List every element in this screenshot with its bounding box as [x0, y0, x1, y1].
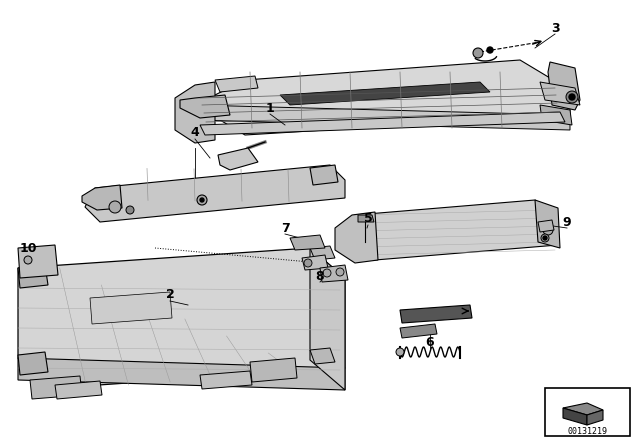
Polygon shape — [180, 95, 230, 118]
Text: 2: 2 — [166, 289, 174, 302]
Polygon shape — [195, 105, 570, 130]
Bar — [545, 388, 630, 436]
Polygon shape — [538, 220, 554, 232]
Circle shape — [323, 269, 331, 277]
Polygon shape — [310, 348, 335, 364]
Polygon shape — [290, 235, 325, 250]
Polygon shape — [352, 200, 558, 260]
Polygon shape — [195, 60, 570, 135]
Polygon shape — [175, 82, 215, 143]
Circle shape — [473, 48, 483, 58]
Circle shape — [396, 348, 404, 356]
Polygon shape — [18, 352, 48, 375]
Circle shape — [24, 256, 32, 264]
Polygon shape — [310, 165, 338, 185]
Polygon shape — [535, 200, 560, 248]
Circle shape — [200, 198, 204, 202]
Circle shape — [569, 94, 575, 100]
Polygon shape — [587, 410, 603, 425]
Polygon shape — [200, 112, 565, 135]
Text: 3: 3 — [550, 22, 559, 34]
Polygon shape — [358, 215, 374, 222]
Polygon shape — [280, 82, 490, 105]
Polygon shape — [200, 371, 252, 389]
Polygon shape — [82, 185, 122, 210]
Circle shape — [487, 47, 493, 53]
Polygon shape — [85, 165, 345, 222]
Polygon shape — [540, 82, 580, 105]
Polygon shape — [90, 292, 172, 324]
Circle shape — [541, 234, 549, 242]
Polygon shape — [18, 248, 345, 388]
Polygon shape — [55, 381, 102, 399]
Polygon shape — [335, 212, 378, 263]
Circle shape — [543, 225, 553, 235]
Polygon shape — [310, 248, 345, 390]
Polygon shape — [250, 358, 297, 382]
Circle shape — [126, 206, 134, 214]
Polygon shape — [400, 324, 437, 338]
Text: 1: 1 — [266, 102, 275, 115]
Polygon shape — [400, 305, 472, 323]
Polygon shape — [30, 376, 82, 399]
Polygon shape — [18, 245, 58, 278]
Text: 00131219: 00131219 — [567, 427, 607, 436]
Circle shape — [109, 201, 121, 213]
Text: 6: 6 — [426, 336, 435, 349]
Text: 9: 9 — [563, 215, 572, 228]
Circle shape — [336, 268, 344, 276]
Polygon shape — [320, 265, 348, 282]
Text: 4: 4 — [191, 126, 200, 139]
Polygon shape — [563, 408, 587, 425]
Circle shape — [566, 91, 578, 103]
Polygon shape — [18, 358, 345, 390]
Circle shape — [197, 195, 207, 205]
Circle shape — [304, 259, 312, 267]
Polygon shape — [310, 246, 335, 260]
Text: 5: 5 — [364, 212, 372, 225]
Polygon shape — [302, 255, 328, 270]
Polygon shape — [218, 148, 258, 170]
Text: 8: 8 — [316, 270, 324, 283]
Polygon shape — [548, 62, 580, 110]
Circle shape — [543, 236, 547, 240]
Text: 7: 7 — [280, 221, 289, 234]
Polygon shape — [563, 403, 603, 415]
Polygon shape — [215, 76, 258, 92]
Polygon shape — [18, 265, 48, 288]
Polygon shape — [540, 105, 572, 125]
Text: 10: 10 — [19, 241, 36, 254]
